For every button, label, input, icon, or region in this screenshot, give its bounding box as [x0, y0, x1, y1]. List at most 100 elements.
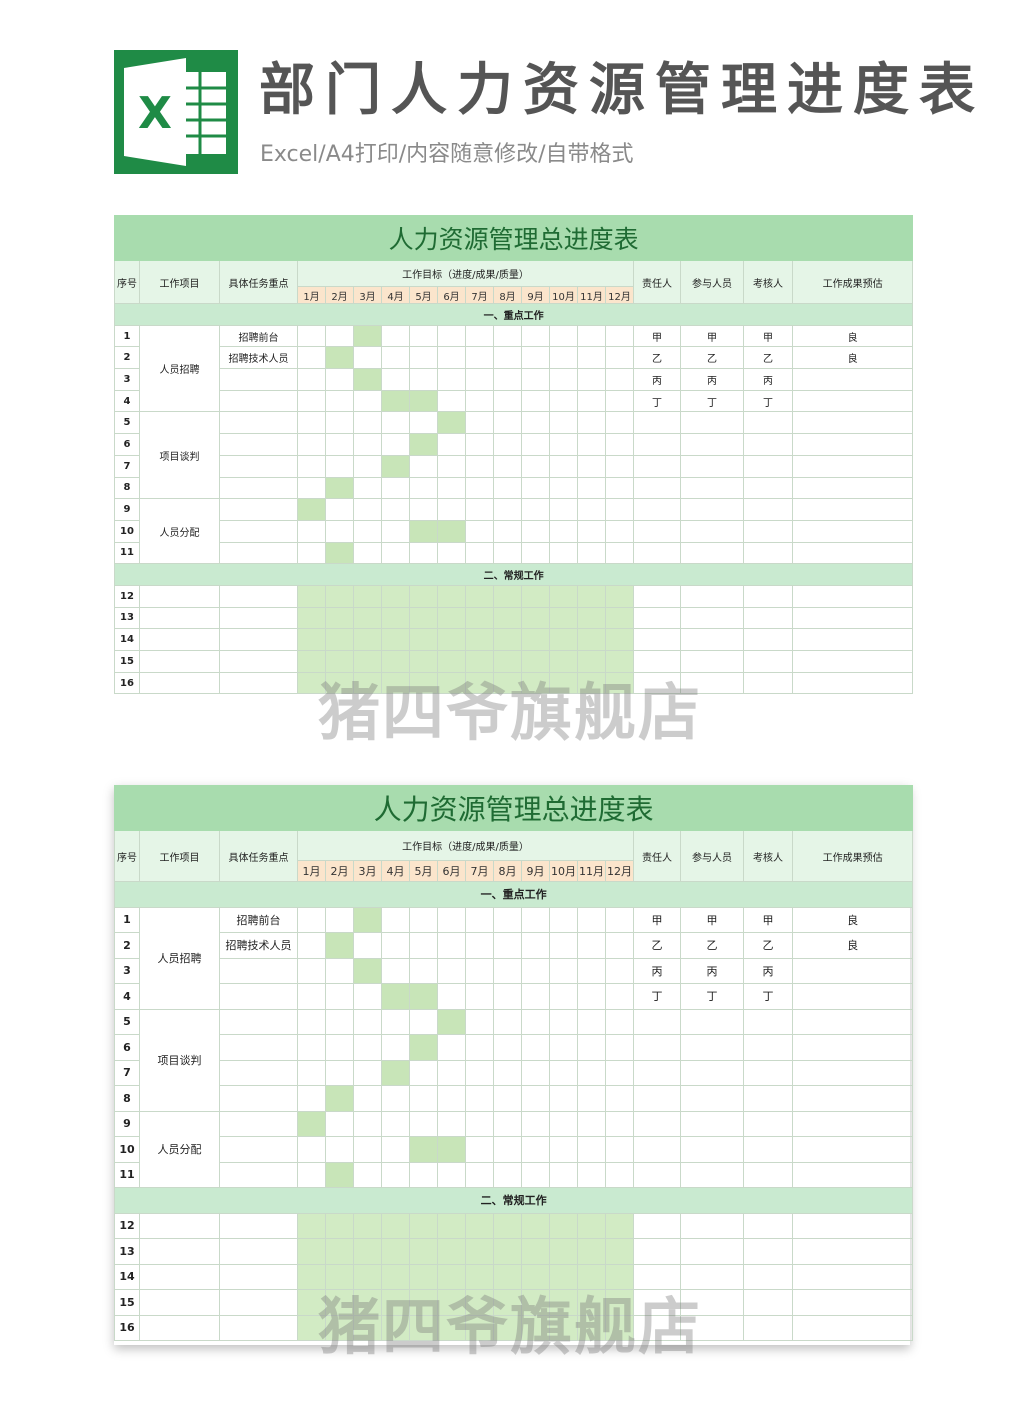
header-participants: 参与人员 [680, 260, 744, 304]
month-cell [605, 1059, 634, 1086]
month-cell [605, 1085, 634, 1112]
month-cell [465, 1059, 494, 1086]
gantt-bar-cell [325, 1161, 354, 1188]
month-cell [297, 519, 326, 543]
month-cell [521, 519, 550, 543]
reviewer-cell [743, 1314, 793, 1341]
month-cell [605, 389, 634, 413]
month-cell [521, 433, 550, 456]
month-cell [353, 1034, 382, 1061]
evaluation-cell [791, 541, 914, 565]
gantt-bar-cell [409, 983, 438, 1010]
month-cell [605, 324, 634, 348]
table-title: 人力资源管理总进度表 [113, 785, 914, 831]
table-row: 10 [114, 519, 914, 543]
month-cell [381, 476, 410, 500]
task-cell [219, 1085, 298, 1112]
task-cell [219, 454, 298, 478]
month-cell [325, 628, 354, 651]
month-cell [409, 1314, 438, 1341]
month-cell [577, 411, 606, 435]
month-cell [521, 411, 550, 435]
task-cell [219, 983, 298, 1010]
month-cell [605, 454, 634, 478]
month-header: 11月 [577, 860, 606, 882]
month-cell [297, 1314, 326, 1341]
reviewer-cell: 丙 [743, 368, 793, 391]
month-cell [493, 454, 522, 478]
participants-cell: 乙 [680, 346, 744, 370]
task-cell [219, 1161, 298, 1188]
owner-cell: 甲 [633, 906, 681, 933]
table-row: 1 人员招聘 招聘前台甲甲甲良 [114, 906, 914, 1010]
month-cell [325, 957, 354, 984]
header-owner: 责任人 [633, 260, 681, 304]
month-cell [577, 628, 606, 651]
gantt-bar-cell [381, 983, 410, 1010]
month-cell [493, 1136, 522, 1163]
month-cell [549, 389, 578, 413]
month-cell [577, 1238, 606, 1265]
evaluation-cell [791, 957, 914, 984]
owner-cell: 丁 [633, 983, 681, 1010]
month-cell [297, 476, 326, 500]
month-cell [297, 1238, 326, 1265]
month-cell [493, 957, 522, 984]
owner-cell [633, 498, 681, 521]
owner-cell [633, 1161, 681, 1188]
task-cell [219, 1238, 298, 1265]
month-cell [577, 1059, 606, 1086]
month-cell [521, 324, 550, 348]
row-seq: 1 [114, 906, 140, 933]
row-seq: 5 [114, 1008, 140, 1035]
month-cell [409, 498, 438, 521]
gantt-bar-cell [325, 1085, 354, 1112]
month-cell [353, 519, 382, 543]
month-cell [353, 411, 382, 435]
header-reviewer: 考核人 [743, 260, 793, 304]
month-cell [521, 1034, 550, 1061]
month-cell [521, 671, 550, 695]
row-seq: 13 [114, 606, 140, 630]
participants-cell [680, 476, 744, 500]
owner-cell [633, 1263, 681, 1290]
month-cell [605, 671, 634, 695]
table-row: 5 项目谈判 [114, 1008, 914, 1112]
month-header: 7月 [465, 860, 494, 882]
month-header: 9月 [521, 860, 550, 882]
month-cell [353, 606, 382, 630]
evaluation-cell: 良 [791, 906, 914, 933]
task-cell [219, 1034, 298, 1061]
month-cell [577, 324, 606, 348]
month-header: 6月 [437, 286, 466, 304]
month-cell [437, 368, 466, 391]
month-cell [437, 1034, 466, 1061]
month-cell [493, 476, 522, 500]
month-cell [521, 650, 550, 673]
month-cell [437, 650, 466, 673]
task-cell [219, 1212, 298, 1239]
month-cell [437, 433, 466, 456]
project-cell [139, 1263, 220, 1290]
month-cell [353, 346, 382, 370]
month-cell [465, 324, 494, 348]
reviewer-cell [743, 1059, 793, 1086]
participants-cell [680, 1289, 744, 1316]
month-cell [325, 324, 354, 348]
month-header: 9月 [521, 286, 550, 304]
gantt-bar-cell [381, 454, 410, 478]
participants-cell [680, 454, 744, 478]
row-seq: 3 [114, 957, 140, 984]
row-seq: 6 [114, 433, 140, 456]
month-cell [465, 1314, 494, 1341]
month-cell [493, 389, 522, 413]
task-cell [219, 957, 298, 984]
month-cell [409, 650, 438, 673]
table-row: 9 人员分配 [114, 498, 914, 565]
month-cell [521, 606, 550, 630]
participants-cell: 甲 [680, 906, 744, 933]
month-cell [437, 389, 466, 413]
month-cell [465, 1085, 494, 1112]
month-cell [353, 1085, 382, 1112]
